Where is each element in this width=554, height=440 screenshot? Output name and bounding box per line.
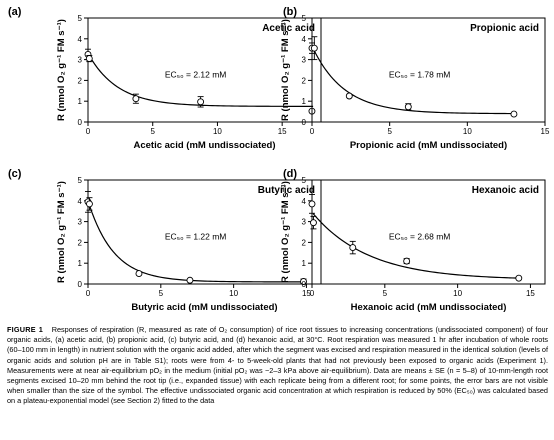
data-point: [308, 200, 316, 208]
ec50-annotation: EC₅₀ = 2.12 mM: [165, 69, 227, 79]
y-tick-label: 0: [302, 118, 307, 127]
data-point: [132, 95, 140, 103]
y-tick-label: 1: [78, 259, 83, 268]
fit-curve: [88, 204, 305, 283]
fit-curve: [88, 55, 314, 107]
fit-curve: [312, 213, 520, 279]
x-tick-label: 0: [86, 289, 91, 298]
ec50-annotation: EC₅₀ = 1.78 mM: [389, 69, 451, 79]
y-tick-label: 2: [302, 238, 307, 247]
x-tick-label: 10: [229, 289, 238, 298]
figure-caption: FIGURE 1 Responses of respiration (R, me…: [7, 325, 548, 407]
panel-b-propionic-acid: (b) Propionic acid EC₅₀ = 1.78 mM 0 5 10 15 0 1 2…: [280, 6, 550, 151]
y-tick-label: 1: [302, 97, 307, 106]
y-axis-title: R (nmol O₂ g⁻¹ FM s⁻¹): [280, 181, 291, 283]
x-tick-label: 5: [150, 127, 155, 136]
plot-frame: [87, 17, 322, 123]
y-tick-label: 3: [302, 56, 307, 65]
y-tick-label: 1: [78, 97, 83, 106]
y-axis-title: R (nmol O₂ g⁻¹ FM s⁻¹): [56, 19, 67, 121]
x-tick-label: 0: [310, 289, 315, 298]
x-axis-title: Acetic acid (mM undissociated): [133, 140, 275, 151]
acid-name-label: Butyric acid: [258, 185, 315, 196]
data-point: [515, 274, 523, 282]
x-tick-label: 5: [383, 289, 388, 298]
fit-curve: [312, 48, 516, 115]
y-tick-label: 4: [78, 197, 83, 206]
data-point: [310, 44, 318, 52]
x-axis-title: Propionic acid (mM undissociated): [350, 140, 507, 151]
data-point: [510, 110, 518, 118]
data-point: [86, 200, 93, 208]
ec50-annotation: EC₅₀ = 1.22 mM: [165, 231, 227, 241]
data-point: [310, 219, 317, 227]
data-point: [349, 244, 357, 252]
y-tick-label: 0: [78, 280, 83, 289]
acid-name-label: Propionic acid: [470, 23, 539, 34]
y-axis-title: R (nmol O₂ g⁻¹ FM s⁻¹): [280, 19, 291, 121]
y-tick-label: 1: [302, 259, 307, 268]
y-tick-label: 4: [78, 35, 83, 44]
y-tick-label: 5: [78, 176, 83, 185]
y-tick-label: 4: [302, 197, 307, 206]
y-tick-label: 3: [78, 218, 83, 227]
data-point: [403, 257, 411, 265]
y-tick-label: 0: [302, 280, 307, 289]
y-tick-label: 2: [78, 238, 83, 247]
x-tick-label: 0: [310, 127, 315, 136]
x-axis-title: Butyric acid (mM undissociated): [131, 302, 277, 313]
data-point: [186, 276, 194, 284]
acid-name-label: Hexanoic acid: [472, 185, 539, 196]
panel-letter: (b): [283, 6, 297, 18]
x-tick-label: 10: [213, 127, 222, 136]
x-tick-label: 15: [526, 289, 535, 298]
data-point: [300, 278, 307, 285]
x-tick-label: 15: [278, 127, 287, 136]
y-tick-label: 3: [302, 218, 307, 227]
x-tick-label: 5: [387, 127, 392, 136]
x-tick-label: 15: [302, 289, 311, 298]
panel-letter: (d): [283, 168, 297, 180]
acid-name-label: Acetic acid: [262, 23, 315, 34]
plot-frame: [311, 17, 546, 123]
y-tick-label: 4: [302, 35, 307, 44]
plot-frame: [311, 179, 546, 285]
data-point: [345, 92, 353, 100]
x-axis-title: Hexanoic acid (mM undissociated): [351, 302, 507, 313]
x-tick-label: 15: [541, 127, 550, 136]
y-tick-label: 5: [302, 176, 307, 185]
y-tick-label: 3: [78, 56, 83, 65]
y-tick-label: 5: [302, 14, 307, 23]
y-tick-label: 2: [302, 76, 307, 85]
panel-letter: (a): [8, 6, 22, 18]
data-point: [135, 270, 143, 278]
caption-text: Responses of respiration (R, measured as…: [7, 325, 548, 406]
y-axis-title: R (nmol O₂ g⁻¹ FM s⁻¹): [56, 181, 67, 283]
data-point: [85, 55, 93, 63]
x-tick-label: 0: [86, 127, 91, 136]
y-tick-label: 2: [78, 76, 83, 85]
ec50-annotation: EC₅₀ = 2.68 mM: [389, 231, 451, 241]
x-tick-label: 10: [463, 127, 472, 136]
y-tick-label: 0: [78, 118, 83, 127]
panel-letter: (c): [8, 168, 22, 180]
data-point: [197, 98, 205, 106]
y-tick-label: 5: [78, 14, 83, 23]
x-tick-label: 5: [159, 289, 164, 298]
plot-frame: [87, 179, 322, 285]
caption-figure-label: FIGURE 1: [7, 325, 43, 334]
data-point: [404, 103, 412, 111]
x-tick-label: 10: [453, 289, 462, 298]
